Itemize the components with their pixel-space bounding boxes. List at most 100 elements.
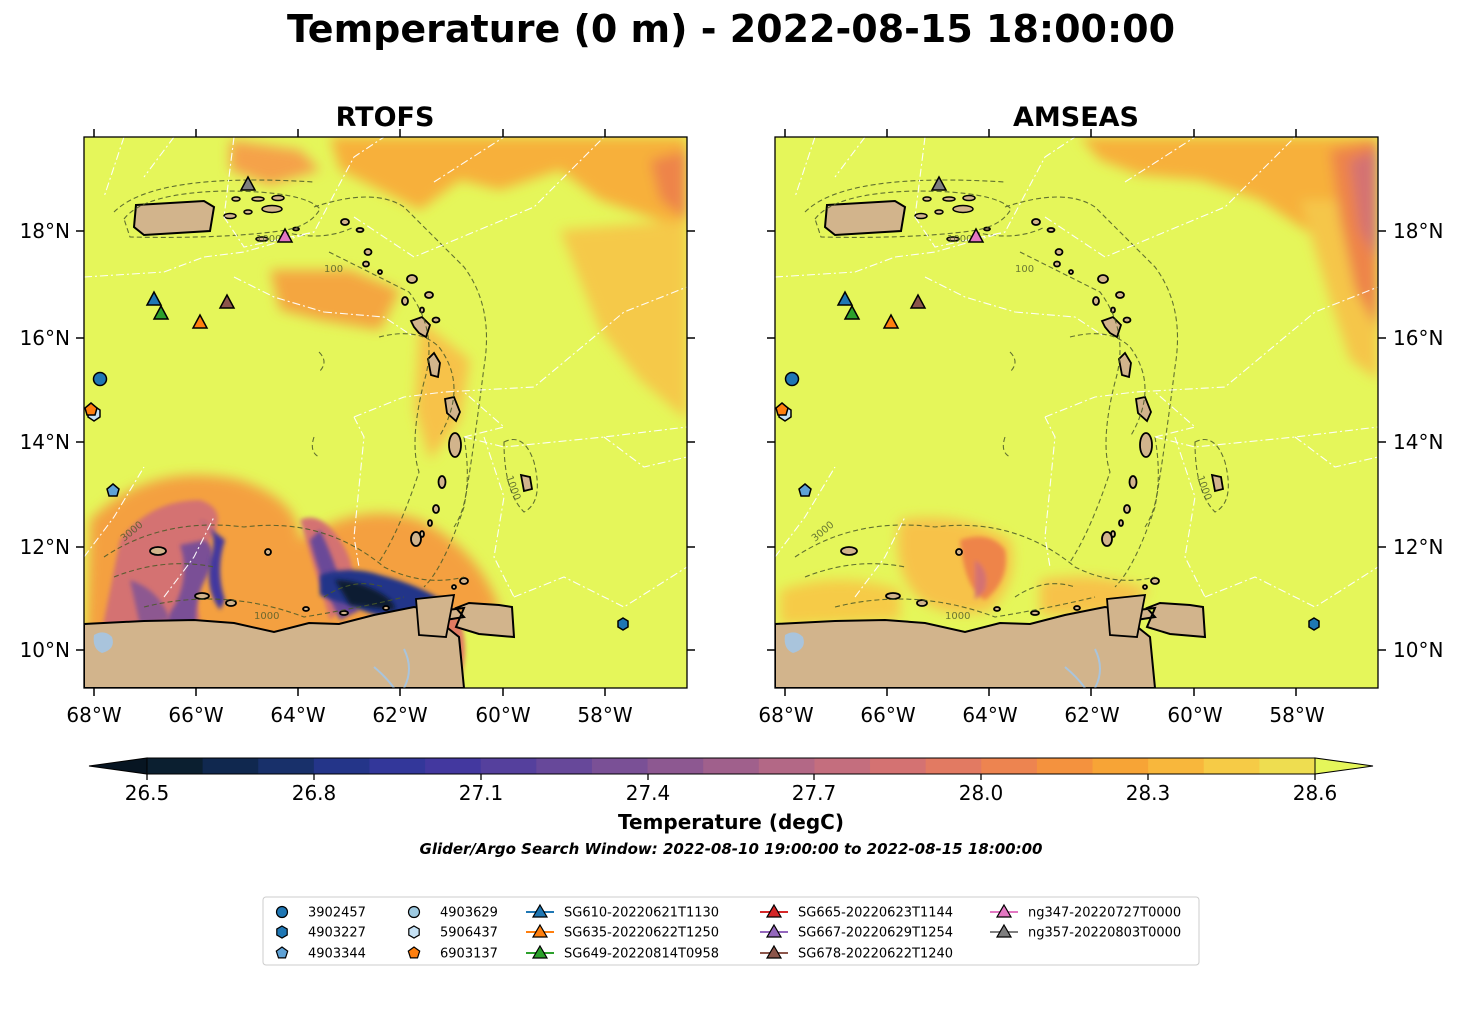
argo-marker-4903227 — [1308, 617, 1320, 631]
colorbar-tick-label: 28.0 — [959, 781, 1004, 805]
axis-ticks — [76, 128, 695, 697]
legend-marker-triangle — [760, 923, 788, 938]
colorbar-cell — [1203, 758, 1260, 774]
legend-label: SG678-20220622T1240 — [798, 947, 953, 962]
colorbar-tick-label: 26.5 — [125, 781, 170, 805]
colorbar-cell — [202, 758, 259, 774]
colorbar-cell — [1092, 758, 1149, 774]
lon-tick-label: 60°W — [475, 703, 530, 727]
colorbar-cell — [480, 758, 537, 774]
legend-item: SG610-20220621T1130 — [526, 903, 719, 921]
lon-tick-label: 60°W — [1167, 703, 1222, 727]
lat-tick-label: 18°N — [1393, 219, 1443, 243]
colorbar-ticks — [146, 774, 1316, 780]
colorbar-cell — [870, 758, 927, 774]
argo-marker-4903227 — [617, 617, 629, 631]
legend-item: SG649-20220814T0958 — [526, 944, 719, 962]
lon-tick-label: 68°W — [758, 703, 813, 727]
colorbar-cell — [369, 758, 426, 774]
colorbar-cells — [147, 758, 1316, 774]
legend-item: 6903137 — [407, 946, 498, 962]
colorbar-extend-low — [88, 757, 148, 775]
map-frame — [83, 136, 688, 689]
legend-marker-triangle — [990, 923, 1018, 938]
lon-tick-label: 62°W — [1064, 703, 1119, 727]
glider-marker-SG649 — [843, 304, 861, 320]
colorbar-cell — [647, 758, 704, 774]
colorbar-cell — [1259, 758, 1316, 774]
legend-item: SG665-20220623T1144 — [760, 903, 953, 921]
colorbar-cell — [258, 758, 315, 774]
legend-marker-circle — [407, 905, 421, 919]
legend-marker-hexagon — [276, 925, 288, 939]
axis-ticks — [767, 128, 1386, 697]
legend-item: SG667-20220629T1254 — [760, 923, 953, 941]
panel-title: AMSEAS — [1013, 102, 1139, 133]
legend-item: 3902457 — [275, 905, 366, 921]
colorbar-cell — [814, 758, 871, 774]
legend-item: ng347-20220727T0000 — [990, 903, 1181, 921]
legend-marker-triangle — [760, 903, 788, 918]
legend-marker-circle — [275, 905, 289, 919]
lon-tick-label: 58°W — [1269, 703, 1324, 727]
lon-tick-label: 62°W — [372, 703, 427, 727]
glider-marker-ng357 — [930, 175, 948, 191]
observation-markers — [84, 175, 629, 631]
lat-tick-label: 12°N — [1393, 535, 1443, 559]
glider-marker-ng347 — [276, 227, 294, 243]
legend-marker-pentagon — [407, 946, 421, 959]
colorbar-tick-label: 27.7 — [792, 781, 837, 805]
colorbar-extend-high — [1314, 757, 1374, 775]
colorbar-tick-labels: 26.5 26.8 27.1 27.4 27.7 28.0 28.3 28.6 — [125, 781, 1338, 805]
legend-label: SG667-20220629T1254 — [798, 926, 953, 941]
lon-tick-labels: 68°W 66°W 64°W 62°W 60°W 58°W — [758, 703, 1324, 727]
legend-box — [262, 896, 1200, 966]
colorbar-cell — [925, 758, 982, 774]
legend-label: 4903227 — [308, 926, 366, 941]
lon-tick-label: 66°W — [168, 703, 223, 727]
legend-item: ng357-20220803T0000 — [990, 923, 1181, 941]
panel-amseas: AMSEAS — [758, 102, 1443, 727]
argo-marker-4903344 — [106, 483, 120, 497]
argo-marker-3902457 — [92, 371, 108, 387]
legend-item: 5906437 — [408, 925, 498, 941]
colorbar-cell — [758, 758, 816, 774]
lon-tick-label: 64°W — [962, 703, 1017, 727]
glider-marker-SG635 — [882, 313, 900, 329]
lat-tick-label: 16°N — [20, 326, 70, 350]
glider-marker-ng357 — [239, 175, 257, 191]
legend-marker-triangle — [760, 944, 788, 959]
lat-tick-label: 10°N — [20, 638, 70, 662]
legend-marker-hexagon — [408, 925, 420, 939]
search-window-note: Glider/Argo Search Window: 2022-08-10 19… — [420, 840, 1043, 858]
legend-item: 4903227 — [276, 925, 366, 941]
temperature-field-cold — [960, 536, 1006, 600]
colorbar-tick-label: 27.1 — [459, 781, 504, 805]
legend-label: SG610-20220621T1130 — [564, 906, 719, 921]
lon-tick-label: 68°W — [66, 703, 121, 727]
colorbar-tick-label: 28.3 — [1126, 781, 1171, 805]
lat-tick-label: 14°N — [1393, 430, 1443, 454]
colorbar-tick-label: 27.4 — [626, 781, 671, 805]
colorbar-cell — [147, 758, 204, 774]
legend-marker-triangle — [526, 944, 554, 959]
lon-tick-label: 64°W — [270, 703, 325, 727]
lat-tick-label: 14°N — [20, 430, 70, 454]
lon-tick-label: 66°W — [860, 703, 915, 727]
map-area — [775, 137, 1378, 688]
colorbar-cell — [536, 758, 593, 774]
legend-marker-triangle — [526, 923, 554, 938]
legend-label: 5906437 — [440, 926, 498, 941]
glider-marker-SG610 — [145, 290, 163, 306]
glider-marker-ng347 — [967, 227, 985, 243]
colorbar-cell — [591, 758, 649, 774]
observation-markers — [775, 175, 1320, 631]
glider-marker-SG678 — [218, 293, 236, 309]
map-area — [84, 137, 687, 688]
legend-label: 4903629 — [440, 906, 498, 921]
panel-title: RTOFS — [336, 102, 435, 133]
panel-rtofs: RTOFS — [20, 102, 695, 727]
lat-tick-label: 12°N — [20, 535, 70, 559]
lat-tick-label: 16°N — [1393, 326, 1443, 350]
figure-title: Temperature (0 m) - 2022-08-15 18:00:00 — [287, 7, 1175, 51]
